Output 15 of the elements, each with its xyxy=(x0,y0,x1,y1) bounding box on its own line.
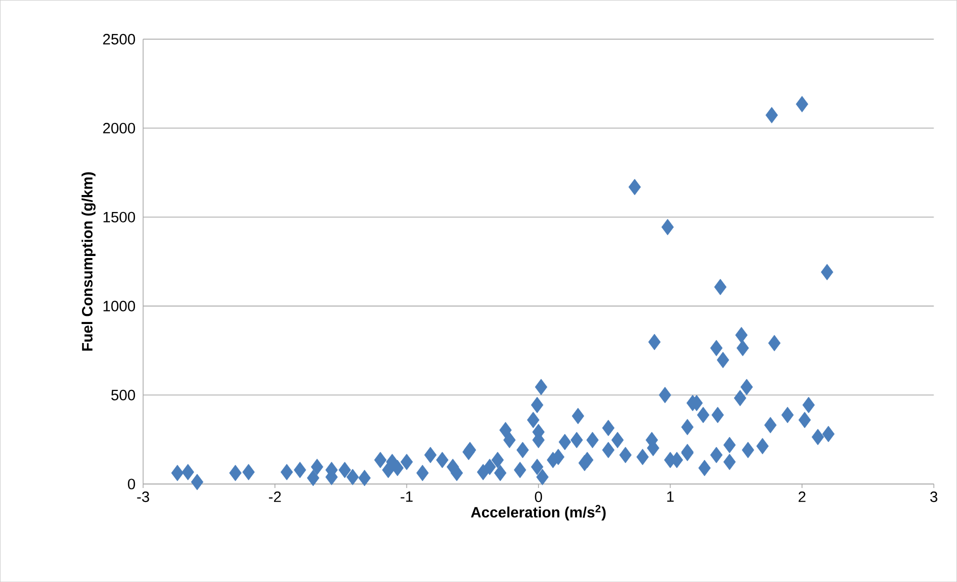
x-tick-label: 3 xyxy=(930,491,938,502)
y-tick-label: 1500 xyxy=(104,212,136,222)
y-tick-label: 0 xyxy=(128,478,136,490)
x-tick-label: -2 xyxy=(268,491,281,502)
y-tick-label: 2000 xyxy=(103,122,136,134)
x-tick-label: 2 xyxy=(798,491,806,502)
x-tick-label: 0 xyxy=(534,491,542,502)
x-tick-label: -1 xyxy=(400,491,413,502)
x-tick-label: 1 xyxy=(667,491,674,502)
y-tick-label: 500 xyxy=(111,390,136,400)
x-axis-title: Acceleration (m/s$^{2}$) xyxy=(470,504,606,520)
y-tick-label: 2500 xyxy=(103,34,136,44)
x-tick-label: -3 xyxy=(137,491,150,502)
y-axis-title: Fuel Consumption (g/km) xyxy=(82,172,96,351)
y-tick-label: 1000 xyxy=(104,300,136,312)
